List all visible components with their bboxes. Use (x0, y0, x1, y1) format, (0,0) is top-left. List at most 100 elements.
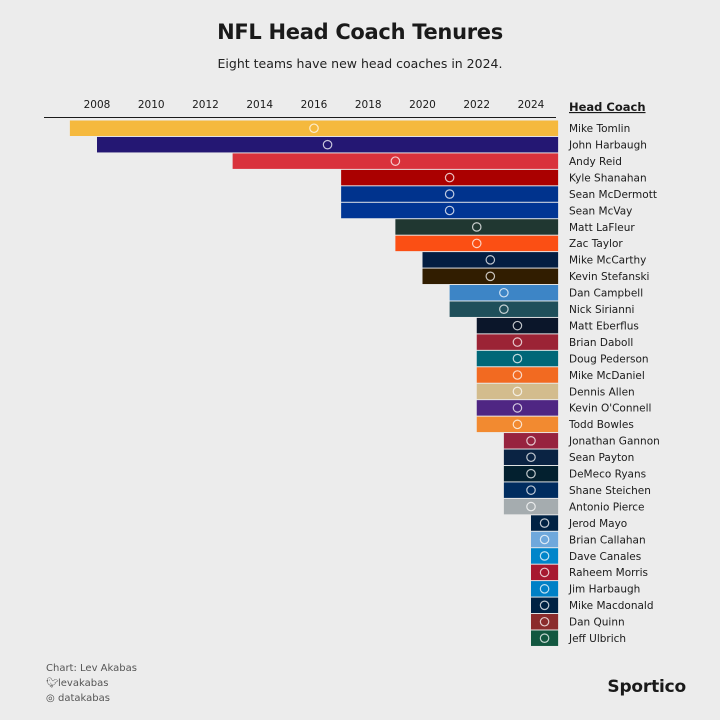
x-tick-label: 2012 (192, 99, 219, 111)
coach-label: Jeff Ulbrich (568, 633, 626, 645)
bar-andy-reid (232, 153, 559, 169)
bears-logo-icon (512, 320, 523, 331)
falcons-logo-icon (539, 567, 550, 578)
instagram-handle: datakabas (58, 693, 110, 704)
chiefs-logo-icon (390, 156, 401, 166)
colts-logo-icon (526, 485, 536, 495)
commanders-logo-icon (539, 616, 550, 627)
twitter-credit: 🐦︎levakabas (46, 678, 108, 689)
jets-logo-icon (539, 633, 550, 643)
coach-label: Kevin O'Connell (569, 403, 651, 415)
bar-todd-bowles (476, 416, 559, 433)
bars-group (69, 120, 559, 646)
titans-logo-icon (539, 534, 550, 545)
jaguars-logo-icon (512, 353, 523, 364)
credit-chart-text: Chart: Lev Akabas (46, 663, 137, 674)
bar-sean-mcdermott (341, 186, 559, 202)
coach-label: Kyle Shanahan (569, 172, 647, 184)
bar-john-harbaugh (97, 136, 559, 153)
coach-label: DeMeco Ryans (569, 469, 646, 481)
bar-raheem-morris (531, 564, 559, 581)
coach-label: Mike Tomlin (569, 123, 630, 135)
coach-label: Sean McVay (569, 205, 632, 217)
cardinals-logo-icon (526, 435, 536, 446)
x-tick-label: 2014 (246, 99, 273, 111)
lions-logo-icon (499, 287, 509, 298)
bar-dan-campbell (449, 285, 559, 301)
x-tick-label: 2010 (138, 99, 165, 111)
bar-brian-callahan (531, 531, 559, 548)
steelers-logo-icon (309, 123, 319, 134)
49ers-logo-icon (444, 172, 455, 183)
coach-label: Dave Canales (569, 551, 641, 563)
bills-logo-icon (444, 189, 455, 199)
texans-logo-icon (526, 468, 536, 479)
coach-label: Kevin Stefanski (569, 271, 649, 283)
chart-credit: Chart: Lev Akabas (46, 663, 137, 674)
patriots-logo-icon (539, 518, 550, 528)
coach-label: Zac Taylor (569, 238, 623, 250)
x-tick-label: 2022 (463, 99, 490, 111)
coach-label: Doug Pederson (569, 353, 649, 365)
bar-kevin-o-connell (476, 400, 559, 416)
panthers-logo-icon (539, 551, 550, 561)
coach-label: Raheem Morris (569, 567, 648, 579)
bar-antonio-pierce (503, 498, 559, 515)
ravens-logo-icon (322, 139, 333, 150)
dolphins-logo-icon (512, 370, 523, 380)
coach-label: Brian Callahan (569, 534, 646, 546)
coach-label: Dan Quinn (569, 617, 625, 629)
buccaneers-logo-icon (512, 419, 523, 430)
x-tick-label: 2016 (301, 99, 328, 111)
browns-logo-icon (485, 271, 496, 282)
bar-zac-taylor (395, 235, 559, 252)
coach-labels: Mike Tomlin John Harbaugh Andy Reid Kyle Sh… (568, 123, 660, 645)
bar-kevin-stefanski (422, 268, 559, 285)
coach-label: Andy Reid (569, 156, 622, 168)
bar-mike-tomlin (69, 120, 559, 136)
chart-title: NFL Head Coach Tenures (217, 20, 503, 44)
bar-matt-lafleur (395, 219, 559, 235)
coach-label: Mike Macdonald (569, 600, 654, 612)
bar-dennis-allen (476, 383, 559, 400)
x-tick-label: 2008 (84, 99, 111, 111)
coach-label: John Harbaugh (568, 140, 647, 152)
instagram-credit: ◎ datakabas (46, 693, 110, 704)
bar-matt-eberflus (476, 317, 559, 334)
x-tick-label: 2020 (409, 99, 436, 111)
bar-brian-daboll (476, 334, 559, 350)
bar-demeco-ryans (503, 465, 559, 482)
rams-logo-icon (444, 205, 455, 216)
eagles-logo-icon (499, 304, 509, 314)
coach-label: Sean McDermott (569, 189, 657, 201)
instagram-icon: ◎ (46, 693, 55, 704)
coach-label: Shane Steichen (569, 485, 651, 497)
saints-logo-icon (512, 386, 523, 397)
cowboys-logo-icon (485, 255, 496, 265)
coach-label: Jim Harbaugh (568, 584, 640, 596)
coach-label: Mike McCarthy (569, 255, 646, 267)
bar-nick-sirianni (449, 301, 559, 317)
legend-header: Head Coach (569, 100, 646, 114)
chart-subtitle: Eight teams have new head coaches in 202… (217, 56, 503, 71)
coach-label: Jerod Mayo (568, 518, 627, 530)
coach-label: Todd Bowles (568, 419, 634, 431)
coach-label: Dennis Allen (569, 386, 635, 398)
x-tick-label: 2024 (518, 99, 545, 111)
bar-mike-mcdaniel (476, 367, 559, 383)
coach-label: Mike McDaniel (569, 370, 645, 382)
raiders-logo-icon (526, 501, 536, 512)
bar-dan-quinn (531, 614, 559, 630)
bengals-logo-icon (471, 238, 482, 249)
coach-label: Jonathan Gannon (568, 436, 660, 448)
bar-mike-macdonald (531, 597, 559, 614)
chargers-logo-icon (539, 584, 550, 594)
bar-jerod-mayo (531, 515, 559, 531)
packers-logo-icon (471, 222, 482, 232)
coach-label: Matt Eberflus (569, 320, 639, 332)
coach-label: Brian Daboll (569, 337, 633, 349)
bar-jeff-ulbrich (531, 630, 559, 646)
vikings-logo-icon (512, 403, 523, 413)
bar-jonathan-gannon (503, 433, 559, 449)
bar-sean-payton (503, 449, 559, 465)
